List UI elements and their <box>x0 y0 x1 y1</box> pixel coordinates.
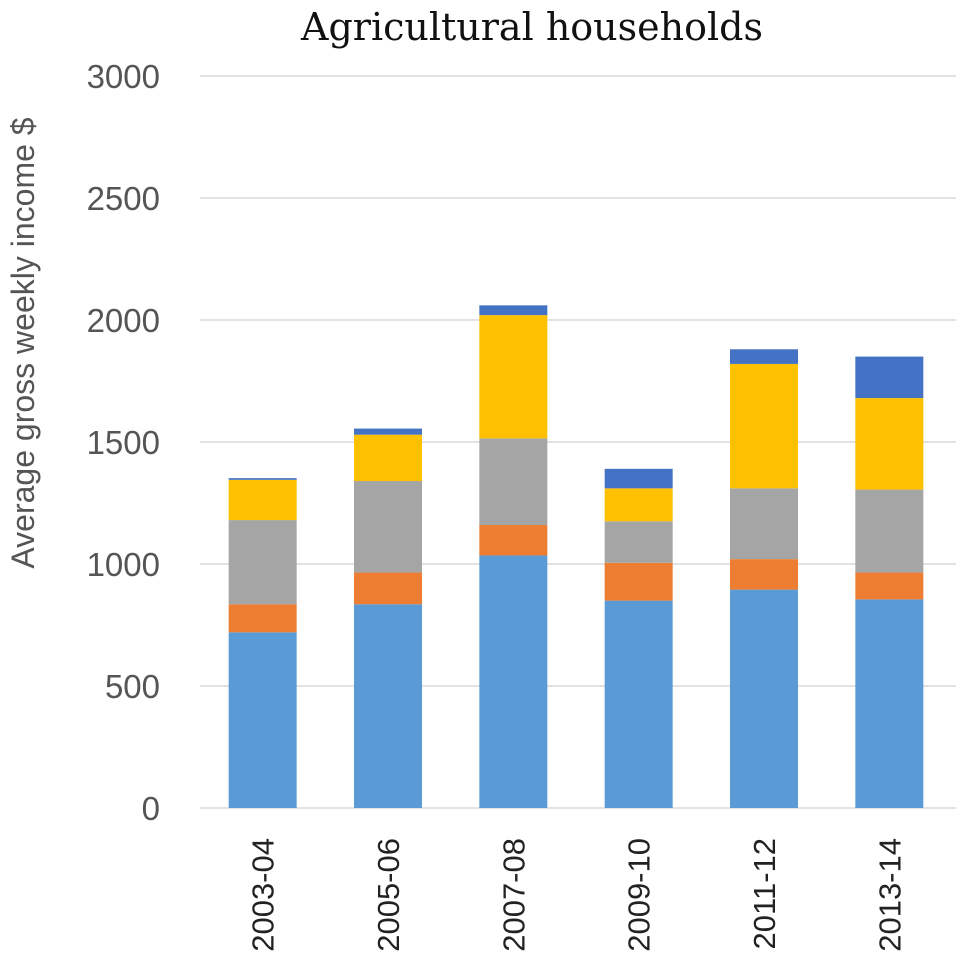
y-tick-label: 500 <box>105 668 160 705</box>
bar-segment <box>855 356 924 399</box>
bar-segment <box>855 489 924 573</box>
bar-segment <box>228 520 297 605</box>
bar-segment <box>730 559 798 590</box>
bar-segment <box>354 604 422 808</box>
y-tick-label: 2500 <box>87 180 160 217</box>
bar-segment <box>228 604 297 633</box>
y-tick-labels: 0 500 1000 1500 2000 2500 3000 <box>87 58 160 827</box>
bar-segment <box>354 572 422 605</box>
bar-segment <box>479 438 548 525</box>
bar-segment <box>604 488 673 522</box>
x-tick-label: 2011-12 <box>747 838 782 949</box>
bar-segment <box>228 479 297 521</box>
y-tick-label: 1500 <box>87 424 160 461</box>
y-tick-label: 3000 <box>87 58 160 95</box>
x-tick-label: 2013-14 <box>872 838 907 952</box>
x-tick-label: 2005-06 <box>371 838 406 952</box>
gridlines <box>200 75 956 809</box>
bar-segment <box>354 481 422 573</box>
bar-segment <box>855 398 924 490</box>
y-tick-label: 2000 <box>87 302 160 339</box>
bar-segment <box>855 599 924 808</box>
y-axis-label: Average gross weekly income $ <box>5 117 41 568</box>
bar-segment <box>228 478 297 480</box>
bar-segment <box>730 488 798 560</box>
bar-segment <box>604 600 673 808</box>
y-tick-label: 0 <box>142 790 160 827</box>
x-tick-label: 2003-04 <box>246 838 281 952</box>
bar-segment <box>479 524 548 556</box>
bars <box>228 305 924 808</box>
bar-segment <box>604 521 673 563</box>
bar-segment <box>604 562 673 601</box>
bar-segment <box>479 555 548 808</box>
x-tick-labels: 2003-04 2005-06 2007-08 2009-10 2011-12 2013-… <box>246 838 908 952</box>
bar-segment <box>730 349 798 364</box>
bar-segment <box>479 315 548 439</box>
y-tick-label: 1000 <box>87 546 160 583</box>
bar-segment <box>354 434 422 482</box>
bar-segment <box>730 363 798 489</box>
x-tick-label: 2009-10 <box>622 838 657 952</box>
bar-segment <box>228 632 297 808</box>
bar-segment <box>354 428 422 435</box>
chart-title: Agricultural households <box>300 5 763 49</box>
bar-segment <box>604 468 673 489</box>
bar-segment <box>730 589 798 808</box>
x-tick-label: 2007-08 <box>496 838 531 952</box>
bar-segment <box>855 572 924 600</box>
bar-segment <box>479 305 548 316</box>
